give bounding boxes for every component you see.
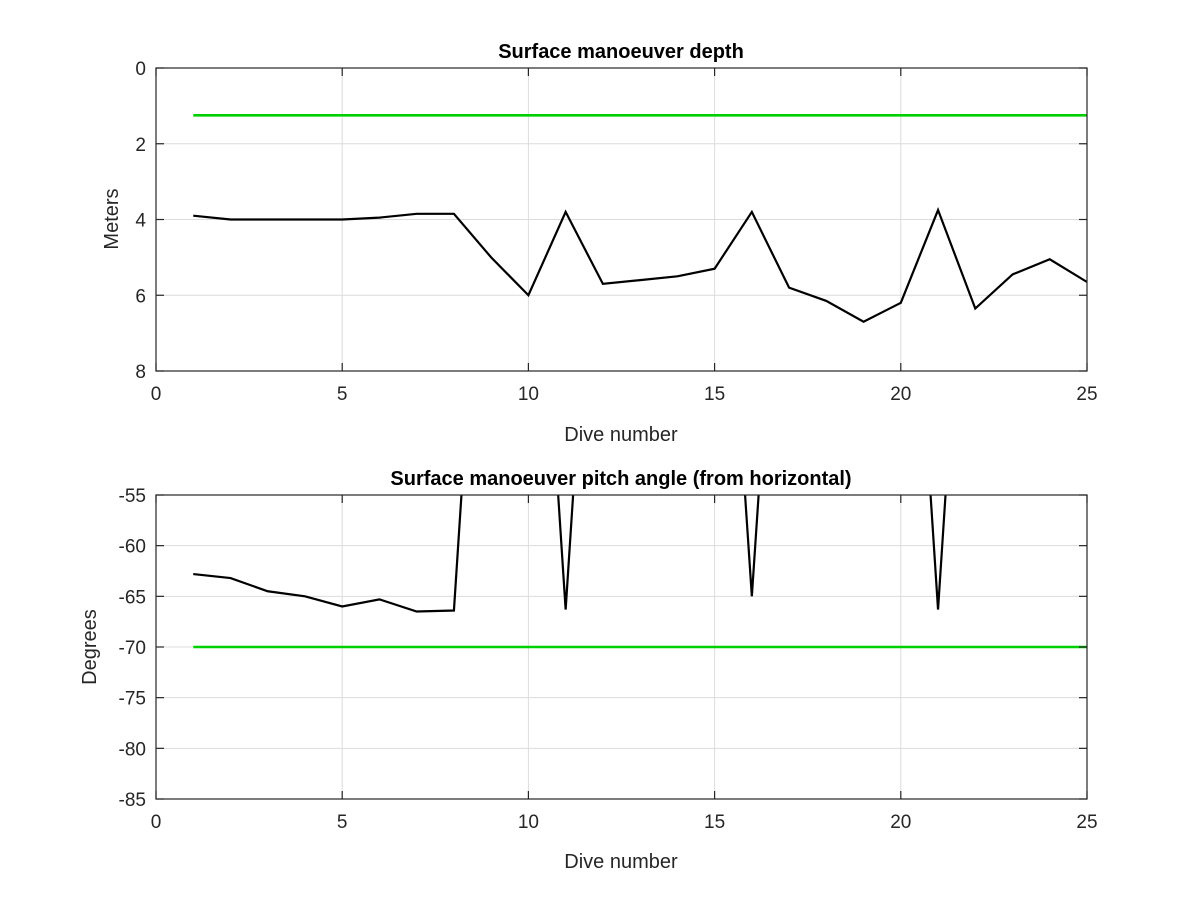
pitch-ticks: 0 5 10 15 20 25 -55 -60 -65 -70 -75 -80 -85 [119, 486, 1098, 833]
depth-x-axis-label: Dive number [564, 424, 678, 446]
pitch-series-line-0 [193, 495, 947, 613]
depth-y-tick-label: 8 [135, 362, 146, 383]
depth-x-tick-label: 5 [337, 384, 348, 405]
pitch-plot: 0 5 10 15 20 25 -55 -60 -65 -70 -75 -80 -85 Surface … [79, 468, 1098, 873]
pitch-y-axis-label: Degrees [79, 609, 101, 685]
depth-series-group [193, 114, 1087, 324]
pitch-y-tick-label: -55 [119, 486, 146, 507]
pitch-y-tick-label: -85 [119, 790, 146, 811]
depth-y-axis-label: Meters [101, 188, 123, 249]
depth-plot-title: Surface manoeuver depth [498, 41, 744, 63]
pitch-y-tick-label: -60 [119, 537, 146, 558]
depth-x-tick-label: 20 [890, 384, 911, 405]
pitch-x-tick-label: 20 [890, 812, 911, 833]
depth-x-tick-label: 25 [1076, 384, 1097, 405]
depth-y-tick-label: 4 [135, 211, 146, 232]
pitch-y-tick-label: -80 [119, 739, 146, 760]
pitch-series-group [193, 495, 1087, 649]
pitch-y-tick-label: -65 [119, 587, 146, 608]
pitch-y-tick-label: -75 [119, 689, 146, 710]
depth-x-tick-label: 15 [704, 384, 725, 405]
depth-y-tick-label: 6 [135, 286, 146, 307]
depth-series-line-0 [193, 207, 1087, 324]
depth-y-tick-label: 2 [135, 135, 146, 156]
pitch-x-tick-label: 10 [518, 812, 539, 833]
pitch-y-tick-label: -70 [119, 638, 146, 659]
depth-ticks: 0 5 10 15 20 25 0 2 4 6 8 [135, 59, 1097, 405]
pitch-x-tick-label: 25 [1076, 812, 1097, 833]
pitch-x-tick-label: 0 [151, 812, 162, 833]
pitch-x-tick-label: 5 [337, 812, 348, 833]
depth-x-tick-label: 0 [151, 384, 162, 405]
pitch-plot-title: Surface manoeuver pitch angle (from hori… [390, 468, 851, 490]
pitch-x-axis-label: Dive number [564, 851, 678, 873]
pitch-x-tick-label: 15 [704, 812, 725, 833]
depth-y-tick-label: 0 [135, 59, 146, 80]
depth-x-tick-label: 10 [518, 384, 539, 405]
